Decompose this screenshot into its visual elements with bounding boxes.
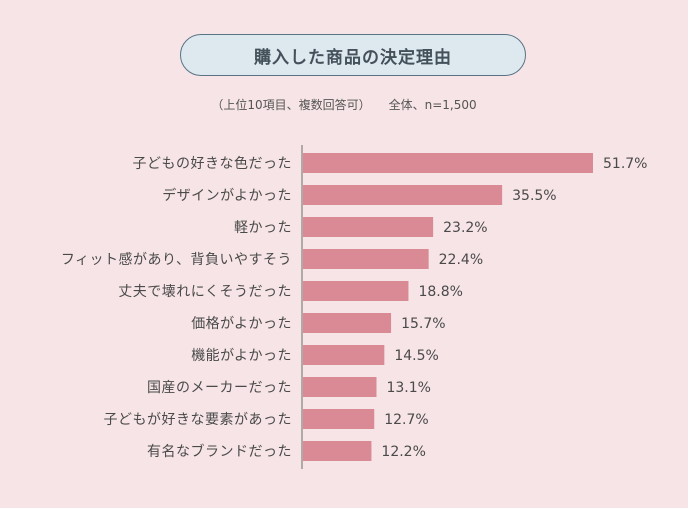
- category-label: 機能がよかった: [191, 348, 292, 364]
- chart-subtitle: （上位10項目、複数回答可） 全体、n=1,500: [0, 96, 688, 113]
- value-label: 12.7%: [384, 412, 428, 428]
- bar: [303, 377, 377, 397]
- chart-title-text: 購入した商品の決定理由: [254, 47, 452, 68]
- bar: [303, 281, 409, 301]
- category-label: 子どもの好きな色だった: [133, 155, 293, 172]
- bar: [303, 441, 372, 461]
- bar: [303, 217, 434, 237]
- chart-title: 購入した商品の決定理由: [180, 34, 526, 76]
- value-label: 12.2%: [381, 444, 425, 460]
- category-label: 価格がよかった: [191, 316, 292, 332]
- bar: [303, 313, 392, 333]
- category-label: 国産のメーカーだった: [147, 380, 292, 396]
- value-label: 14.5%: [394, 348, 438, 364]
- value-label: 22.4%: [439, 252, 483, 268]
- category-label: 子どもが好きな要素があった: [104, 412, 293, 428]
- value-label: 18.8%: [418, 284, 462, 300]
- category-label: デザインがよかった: [162, 187, 292, 204]
- bar: [303, 153, 593, 173]
- bar: [303, 345, 385, 365]
- category-label: 丈夫で壊れにくそうだった: [118, 284, 292, 300]
- category-label: フィット感があり、背負いやすそう: [61, 251, 292, 268]
- value-label: 23.2%: [443, 220, 487, 236]
- subtitle-note: （上位10項目、複数回答可）: [211, 98, 371, 112]
- category-label: 軽かった: [234, 220, 292, 236]
- bar: [303, 409, 375, 429]
- value-label: 51.7%: [603, 156, 647, 172]
- subtitle-sample: 全体、n=1,500: [388, 98, 477, 112]
- bar: [303, 249, 429, 269]
- category-label: 有名なブランドだった: [147, 443, 292, 460]
- value-label: 15.7%: [401, 316, 445, 332]
- value-label: 13.1%: [386, 380, 430, 396]
- bar: [303, 185, 503, 205]
- value-label: 35.5%: [512, 188, 556, 204]
